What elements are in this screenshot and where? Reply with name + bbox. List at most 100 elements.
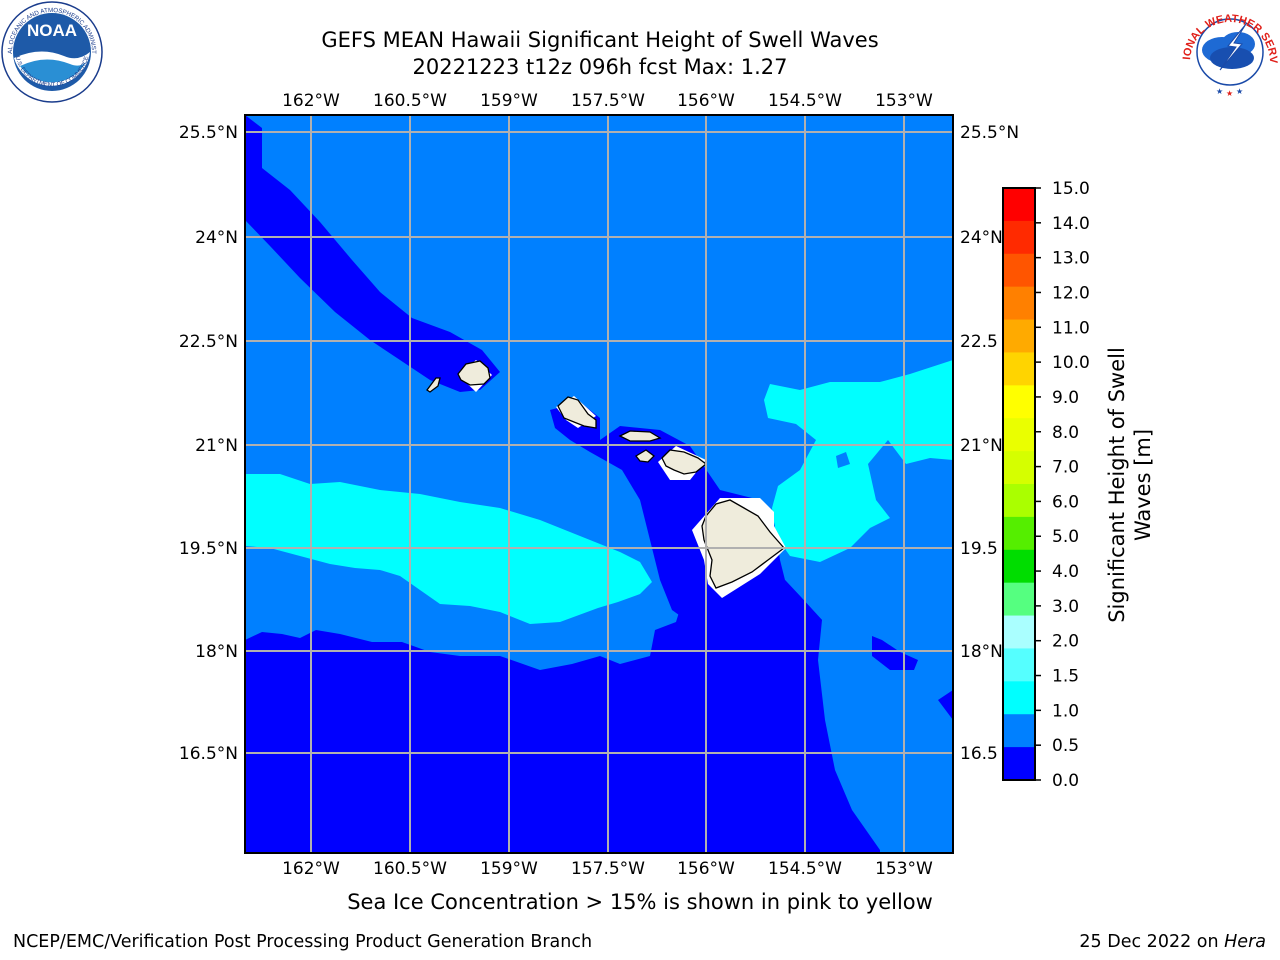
- island-niihau: [426, 377, 441, 393]
- lon-label-bottom: 157.5°W: [571, 859, 645, 879]
- colorbar-segment: [1003, 253, 1035, 288]
- noaa-logo-text: NOAA: [27, 21, 77, 40]
- colorbar-segment: [1003, 286, 1035, 321]
- colorbar-tick-label: 15.0: [1052, 179, 1090, 199]
- colorbar-tick-label: 2.0: [1052, 632, 1079, 652]
- colorbar-segment: [1003, 418, 1035, 452]
- map-plot-area: [245, 115, 953, 853]
- nws-star-icon: ★: [1226, 89, 1233, 98]
- lat-label-left: 21°N: [195, 436, 238, 456]
- colorbar-tick-label: 0.5: [1052, 736, 1079, 756]
- colorbar-tick-label: 0.0: [1052, 771, 1079, 791]
- sea-ice-note: Sea Ice Concentration > 15% is shown in …: [347, 890, 933, 914]
- colorbar-segment: [1003, 648, 1035, 682]
- island-maui: [661, 449, 708, 475]
- colorbar-tick-label: 3.0: [1052, 597, 1079, 617]
- lon-label-top: 159°W: [480, 91, 538, 111]
- lon-label-bottom: 159°W: [480, 859, 538, 879]
- swell-patch-low-east: [872, 636, 918, 670]
- colorbar-tick-label: 13.0: [1052, 249, 1090, 269]
- colorbar-tick-label: 14.0: [1052, 214, 1090, 234]
- lon-label-bottom: 153°W: [875, 859, 933, 879]
- colorbar-segment: [1003, 582, 1035, 617]
- colorbar-segment: [1003, 516, 1035, 551]
- lon-labels-top: 162°W 160.5°W 159°W 157.5°W 156°W 154.5°…: [282, 91, 933, 111]
- lat-label-left: 22.5°N: [179, 332, 238, 352]
- lat-label-right: 18°N: [960, 642, 1003, 662]
- lon-labels-bottom: 162°W 160.5°W 159°W 157.5°W 156°W 154.5°…: [282, 859, 933, 879]
- credit-text: NCEP/EMC/Verification Post Processing Pr…: [13, 932, 593, 952]
- nws-star-icon: ★: [1216, 87, 1223, 96]
- colorbar-tick-label: 4.0: [1052, 562, 1079, 582]
- island-kauai: [457, 360, 491, 386]
- lon-label-bottom: 160.5°W: [373, 859, 447, 879]
- colorbar: [1003, 188, 1035, 781]
- colorbar-tick-label: 1.5: [1052, 667, 1079, 687]
- colorbar-segment: [1003, 319, 1035, 353]
- colorbar-tick-label: 6.0: [1052, 492, 1079, 512]
- colorbar-segment: [1003, 352, 1035, 386]
- swell-patch-low-corner: [938, 690, 953, 720]
- colorbar-segment: [1003, 188, 1035, 222]
- colorbar-ticks: 15.0 14.0 13.0 12.0 11.0 10.0 9.0 8.0 7.0 6.0 5.0 4…: [1035, 179, 1090, 791]
- lon-label-top: 154.5°W: [768, 91, 842, 111]
- colorbar-segment: [1003, 681, 1035, 715]
- colorbar-tick-label: 11.0: [1052, 318, 1090, 338]
- map-frame: [244, 114, 954, 854]
- lat-label-left: 19.5°N: [179, 539, 238, 559]
- colorbar-tick-label: 9.0: [1052, 388, 1079, 408]
- nws-star-icon: ★: [1236, 87, 1243, 96]
- island-molokai: [618, 430, 662, 442]
- colorbar-tick-label: 12.0: [1052, 283, 1090, 303]
- colorbar-segment: [1003, 549, 1035, 584]
- island-lanai: [635, 449, 655, 463]
- colorbar-tick-label: 1.0: [1052, 701, 1079, 721]
- lat-label-left: 25.5°N: [179, 123, 238, 143]
- lat-label-right: 19.5: [960, 539, 998, 559]
- host-name: Hera: [1224, 932, 1266, 952]
- map-subtitle: 20221223 t12z 096h fcst Max: 1.27: [412, 55, 788, 79]
- map-gridlines: [245, 115, 953, 853]
- colorbar-tick-label: 8.0: [1052, 423, 1079, 443]
- colorbar-label-line2: Waves [m]: [1131, 429, 1155, 541]
- swell-region-low-south: [245, 574, 880, 853]
- colorbar-label-line1: Significant Height of Swell: [1105, 347, 1129, 623]
- lon-label-top: 162°W: [282, 91, 340, 111]
- lon-label-top: 160.5°W: [373, 91, 447, 111]
- map-title: GEFS MEAN Hawaii Significant Height of S…: [321, 28, 879, 52]
- swell-patch-mid-hole: [836, 452, 850, 468]
- lat-label-left: 24°N: [195, 228, 238, 248]
- lon-label-bottom: 162°W: [282, 859, 340, 879]
- lat-label-right: 22.5: [960, 332, 998, 352]
- lat-label-left: 18°N: [195, 642, 238, 662]
- lat-label-right: 21°N: [960, 436, 1003, 456]
- date-note: 25 Dec 2022 on Hera: [1079, 932, 1266, 952]
- island-hawaii: [701, 499, 785, 589]
- lat-label-right: 16.5: [960, 744, 998, 764]
- date-text: 25 Dec 2022 on: [1079, 932, 1225, 952]
- lat-label-left: 16.5°N: [179, 744, 238, 764]
- lon-label-top: 153°W: [875, 91, 933, 111]
- swell-patch-high-east: [764, 360, 953, 562]
- noaa-logo: NOAA NATIONAL OCEANIC AND ATMOSPHERIC AD…: [0, 0, 103, 103]
- lat-labels-left: 25.5°N 24°N 22.5°N 21°N 19.5°N 18°N 16.5…: [179, 123, 238, 764]
- colorbar-segment: [1003, 484, 1035, 518]
- nws-logo: NATIONAL WEATHER SERVICE ★ ★ ★: [1178, 0, 1279, 100]
- lat-label-right: 25.5°N: [960, 123, 1019, 143]
- colorbar-tick-label: 10.0: [1052, 353, 1090, 373]
- lon-label-bottom: 156°W: [677, 859, 735, 879]
- lon-label-top: 156°W: [677, 91, 735, 111]
- colorbar-segment: [1003, 451, 1035, 485]
- lon-label-bottom: 154.5°W: [768, 859, 842, 879]
- colorbar-segment: [1003, 385, 1035, 419]
- colorbar-segment: [1003, 220, 1035, 255]
- lon-label-top: 157.5°W: [571, 91, 645, 111]
- colorbar-segment: [1003, 747, 1035, 781]
- colorbar-segment: [1003, 714, 1035, 748]
- colorbar-tick-label: 5.0: [1052, 527, 1079, 547]
- colorbar-tick-label: 7.0: [1052, 458, 1079, 478]
- island-oahu: [557, 396, 597, 429]
- lat-labels-right: 25.5°N 24°N 22.5 21°N 19.5 18°N 16.5: [960, 123, 1019, 764]
- colorbar-frame: [1002, 187, 1036, 781]
